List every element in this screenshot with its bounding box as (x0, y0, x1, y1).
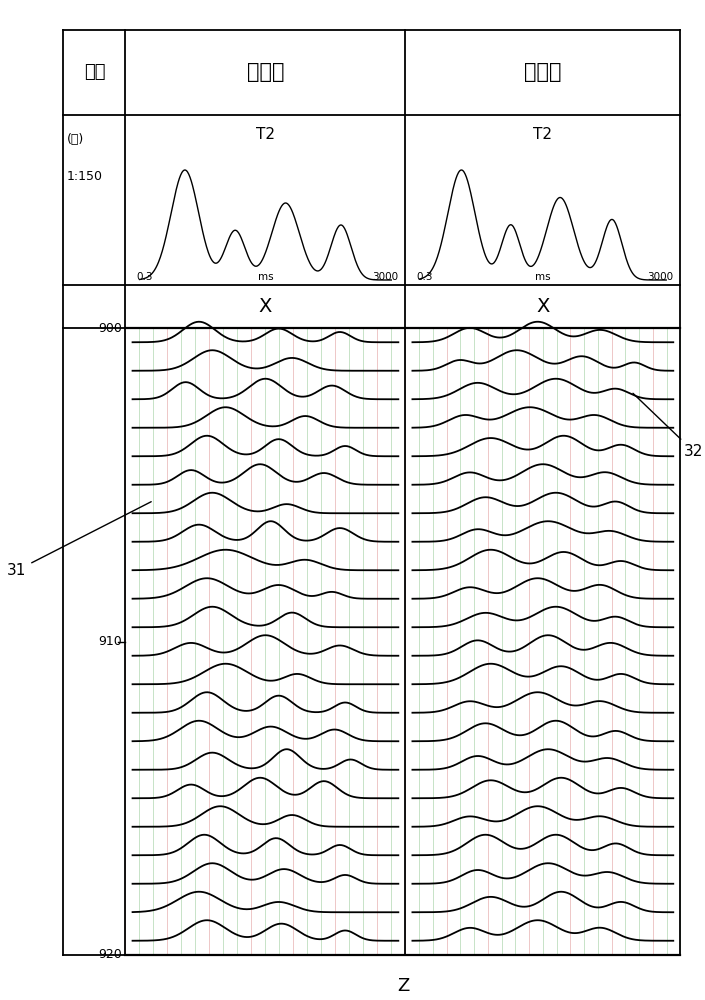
Text: 32: 32 (633, 393, 703, 459)
Text: 31: 31 (7, 502, 151, 578)
Text: (米): (米) (67, 133, 84, 146)
Text: ms: ms (535, 272, 551, 282)
Text: X: X (537, 297, 549, 316)
Text: 深度: 深度 (84, 64, 105, 82)
Text: 1:150: 1:150 (67, 170, 103, 183)
Text: 920: 920 (98, 948, 122, 961)
Text: 校正前: 校正前 (247, 62, 284, 83)
Text: T2: T2 (256, 127, 275, 142)
Text: ms: ms (257, 272, 274, 282)
Text: 3000: 3000 (647, 272, 673, 282)
Text: 0.3: 0.3 (416, 272, 432, 282)
Text: 3000: 3000 (372, 272, 398, 282)
Text: T2: T2 (534, 127, 552, 142)
Text: Z: Z (397, 977, 409, 995)
Text: 0.3: 0.3 (136, 272, 152, 282)
Text: 校正后: 校正后 (524, 62, 562, 83)
Text: 900: 900 (98, 322, 122, 334)
Text: X: X (259, 297, 272, 316)
Text: 910: 910 (98, 635, 122, 648)
